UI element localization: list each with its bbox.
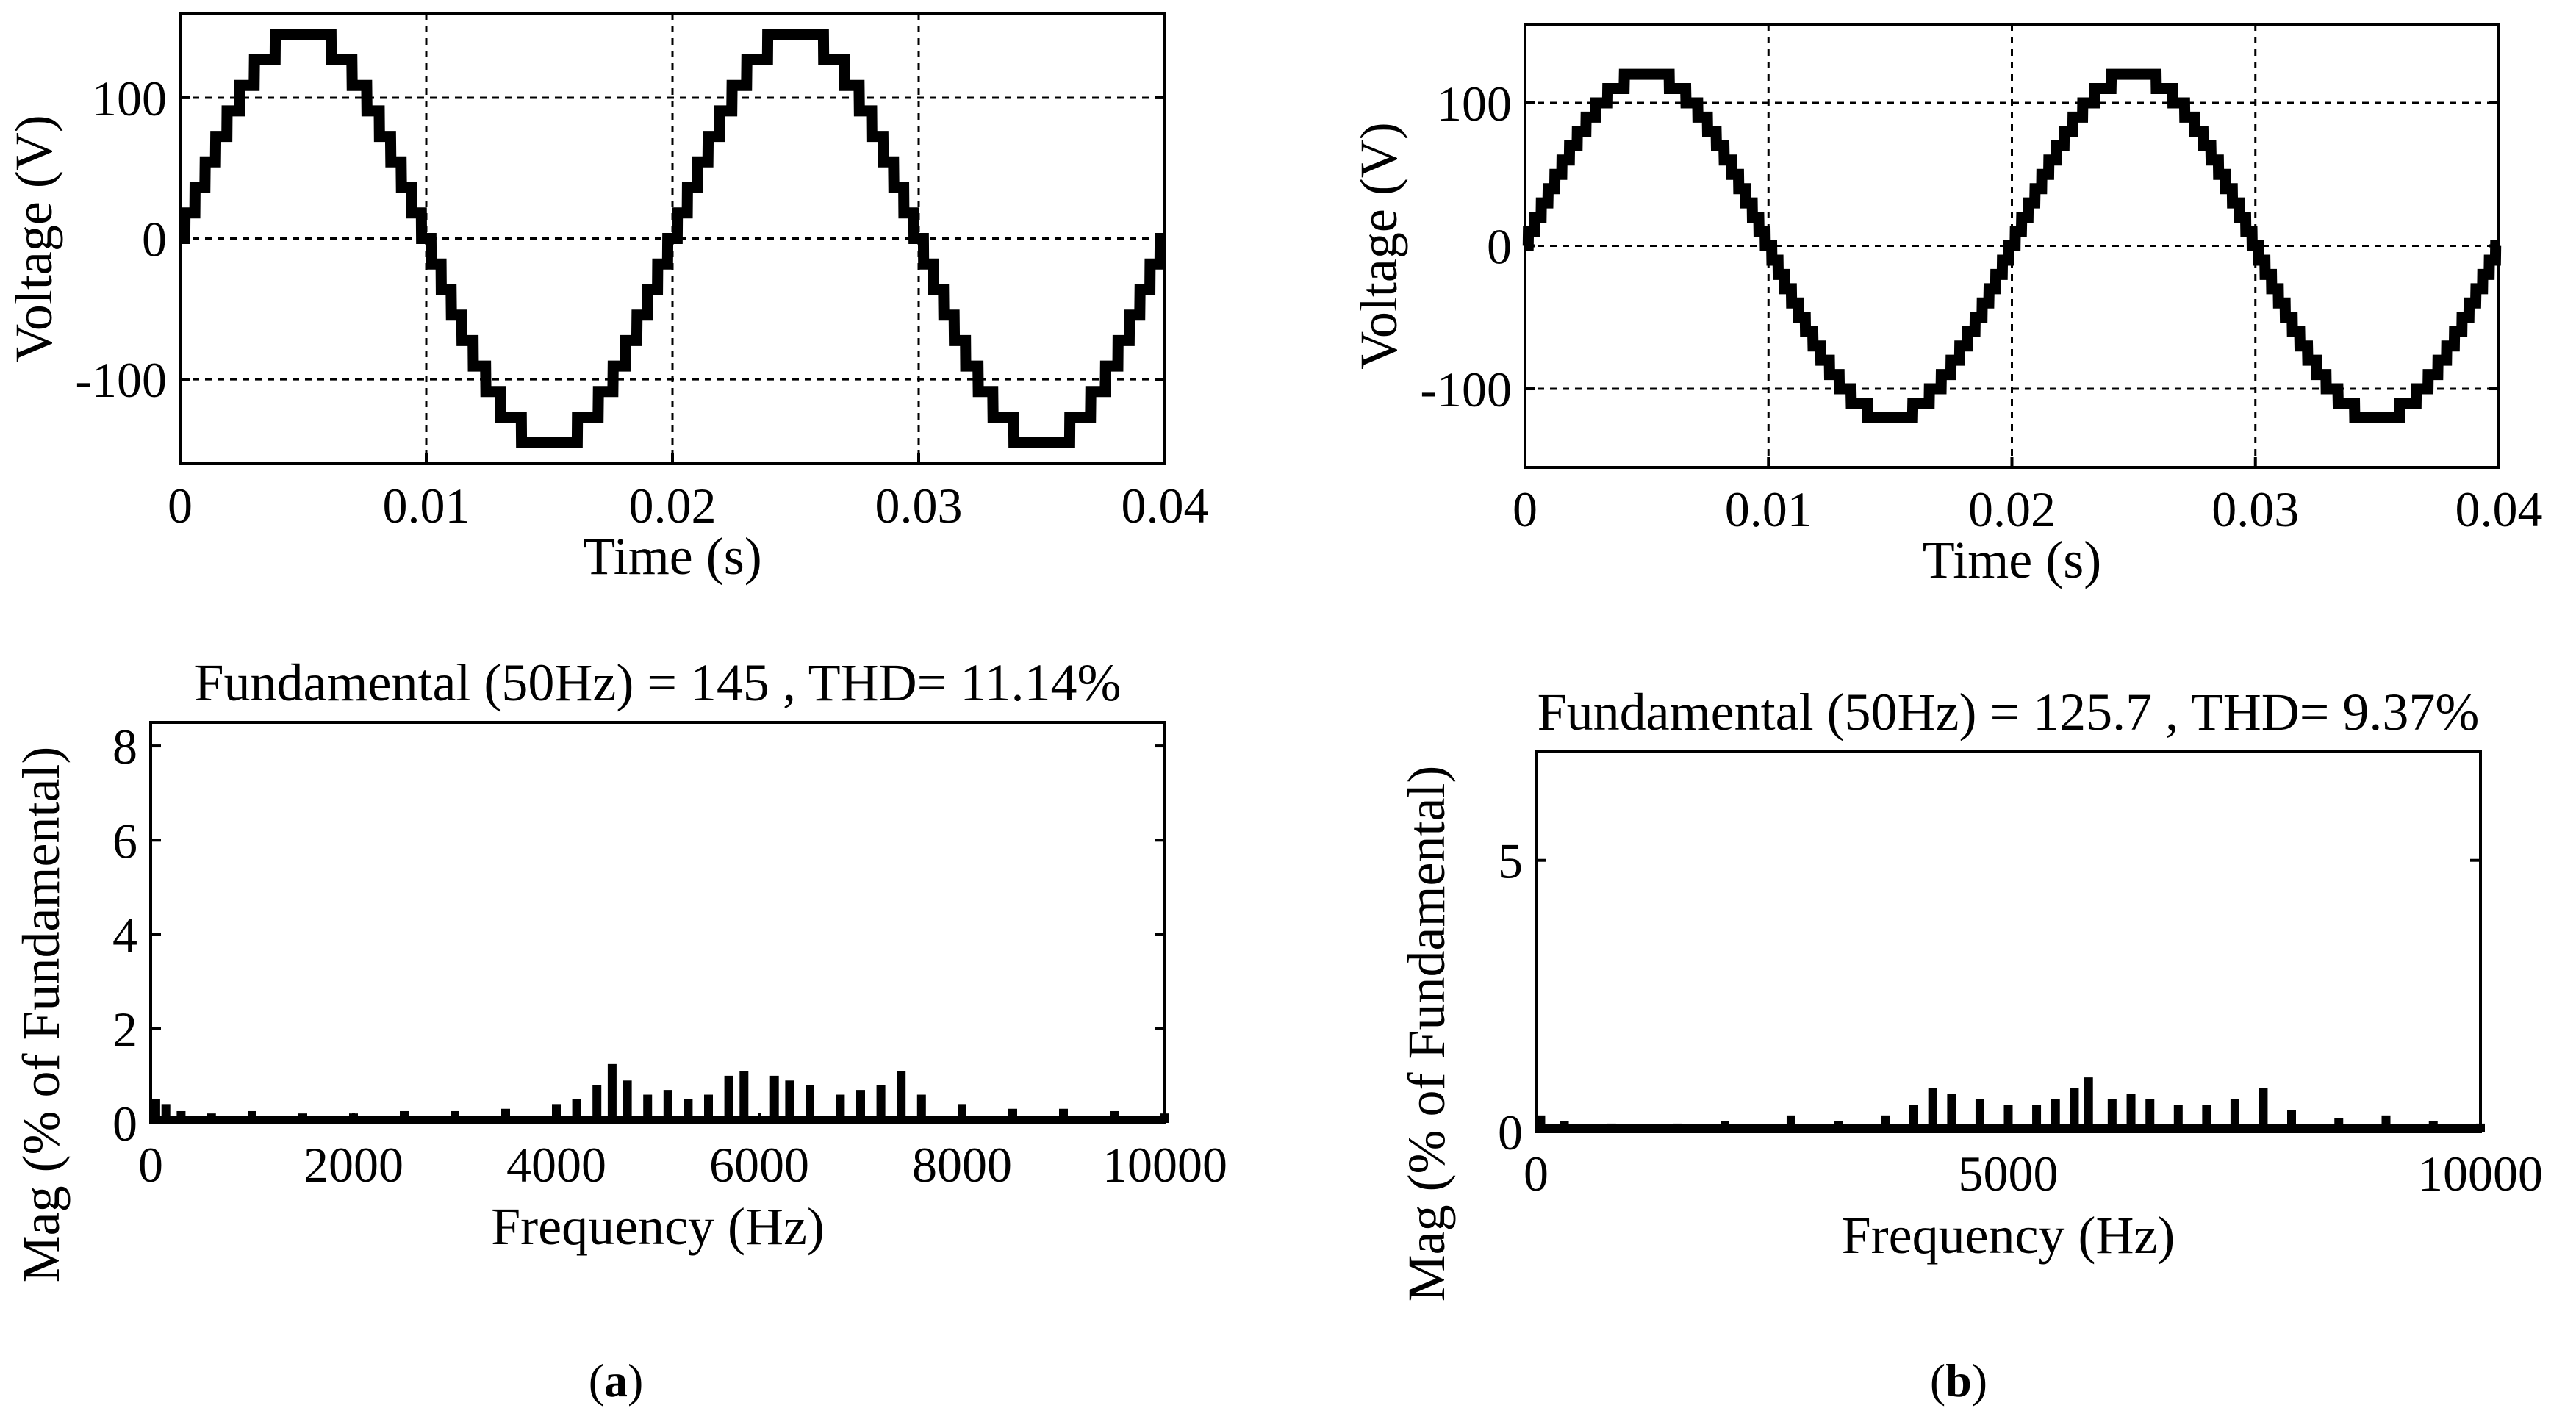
plot-title: Fundamental (50Hz) = 125.7 , THD= 9.37% [1538,683,2480,741]
y-tick-label: 5 [1498,833,1523,889]
harmonic-bar [1975,1099,1984,1132]
harmonic-bar [724,1075,733,1123]
y-tick-label: 6 [112,813,137,869]
harmonic-bar [1947,1094,1956,1132]
a-wave-chart: 0 0.01 0.02 0.03 0.04 -100 0 100 Time (s) Voltage… [4,12,1209,586]
harmonic-bar [623,1080,632,1123]
x-tick-label: 6000 [709,1137,809,1193]
x-tick-label: 0 [168,478,193,534]
x-tick-label: 0.01 [1725,481,1812,537]
y-tick-label: 0 [112,1096,137,1152]
x-tick-label: 0.03 [875,478,963,534]
harmonic-bar [2107,1099,2117,1132]
y-axis-label: Voltage (V) [4,115,63,362]
x-tick-label: 0.04 [2455,481,2543,537]
subfigure-label-open: ( [1930,1354,1945,1407]
harmonic-bar [2051,1099,2060,1132]
x-tick-label: 0.01 [383,478,470,534]
subfigure-label-close: ) [628,1354,643,1407]
x-tick-label: 0 [1513,481,1538,537]
x-tick-label: 0 [1524,1146,1549,1202]
x-tick-label: 2000 [304,1137,403,1193]
b-fft-chart: 0 5000 10000 0 5 Frequency (Hz) Mag (% of Fund… [1397,683,2543,1301]
y-tick-label: 0 [142,212,167,267]
y-tick-label: 0 [1498,1105,1523,1160]
x-tick-label: 8000 [912,1137,1012,1193]
y-axis-label: Mag (% of Fundamental) [12,747,71,1283]
harmonic-bar [592,1085,602,1123]
harmonic-bar [856,1090,865,1123]
y-tick-label: 0 [1487,219,1512,275]
x-tick-label: 5000 [1959,1146,2059,1202]
x-axis-label: Frequency (Hz) [1842,1206,2175,1265]
y-axis-label: Mag (% of Fundamental) [1397,766,1456,1302]
harmonic-bar [2259,1088,2268,1132]
harmonic-bar [2145,1099,2155,1132]
x-axis-label: Frequency (Hz) [491,1197,825,1256]
x-axis-label: Time (s) [1923,531,2101,589]
plot-frame [1535,750,2482,1133]
subfigure-label-open: ( [589,1354,604,1407]
subfigure-label-a: (a) [589,1354,644,1407]
harmonic-bar [806,1085,814,1123]
subfigure-label-letter: a [604,1354,628,1407]
x-tick-label: 0.04 [1122,478,1209,534]
x-axis-label: Time (s) [583,527,761,586]
harmonic-bar [2230,1099,2239,1132]
y-tick-label: 4 [112,908,137,963]
y-tick-label: 100 [1437,76,1512,132]
x-tick-label: 4000 [506,1137,606,1193]
y-axis-label: Voltage (V) [1349,122,1408,370]
voltage-waveform-line [1522,68,2502,423]
y-tick-label: 100 [92,71,167,126]
y-tick-label: -100 [1420,362,1512,417]
x-tick-label: 0.02 [629,478,717,534]
plot-title: Fundamental (50Hz) = 145 , THD= 11.14% [194,653,1121,712]
voltage-waveform-line [179,29,1166,448]
harmonic-bar [1928,1088,1937,1132]
subfigure-label-close: ) [1972,1354,1987,1407]
plot-frame [149,721,1166,1124]
x-tick-label: 0.02 [1968,481,2056,537]
harmonic-bar [785,1080,794,1123]
harmonic-bar [897,1071,906,1123]
harmonic-bar [2084,1077,2093,1132]
y-tick-label: 2 [112,1002,137,1057]
subfigure-label-b: (b) [1930,1354,1987,1407]
y-tick-label: -100 [75,352,167,408]
harmonic-bar [2126,1094,2136,1132]
y-tick-label: 8 [112,719,137,775]
harmonic-bar [876,1085,886,1123]
x-tick-label: 0 [138,1137,163,1193]
harmonic-bar [739,1071,749,1123]
subfigure-label-letter: b [1945,1354,1972,1407]
harmonic-bar [607,1063,617,1123]
b-wave-chart: 0 0.01 0.02 0.03 0.04 -100 0 100 Time (s) Voltage… [1349,23,2543,589]
x-tick-label: 0.03 [2211,481,2299,537]
harmonic-bar [769,1075,779,1123]
a-fft-chart: 0 2000 4000 6000 8000 10000 0 2 4 6 8 Frequency (Hz… [12,653,1227,1282]
harmonic-bar [2070,1088,2079,1132]
x-tick-label: 10000 [1102,1137,1227,1193]
harmonic-bar [663,1090,672,1123]
x-tick-label: 10000 [2418,1146,2543,1202]
